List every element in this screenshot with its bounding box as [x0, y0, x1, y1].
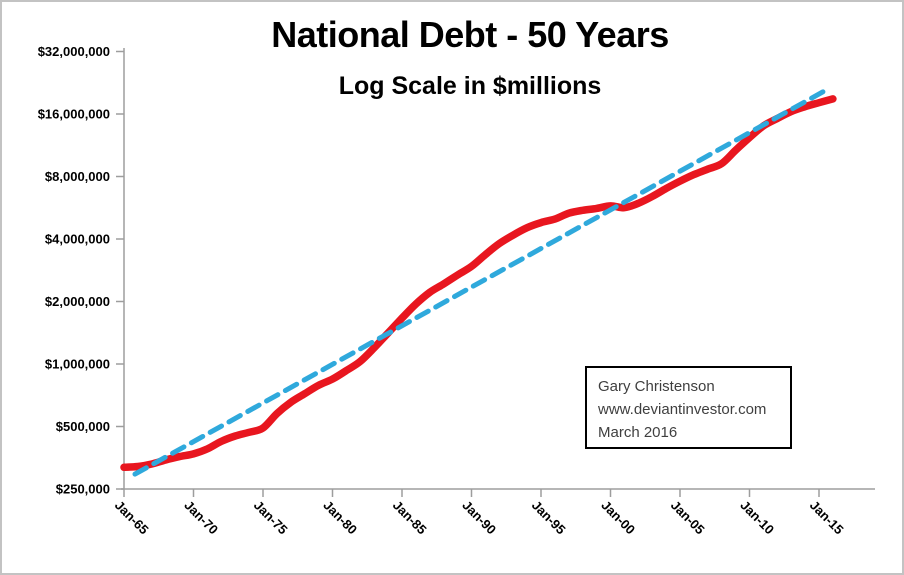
x-axis-tick-label: Jan-75: [251, 498, 291, 538]
x-axis-tick-label: Jan-00: [598, 498, 638, 538]
chart-subtitle: Log Scale in $millions: [338, 72, 602, 100]
x-axis-tick-label: Jan-70: [181, 498, 221, 538]
y-axis-tick-label: $1,000,000: [45, 357, 110, 372]
x-axis-tick-label: Jan-65: [112, 498, 152, 538]
chart-title: National Debt - 50 Years: [271, 14, 669, 55]
y-axis-tick-label: $16,000,000: [38, 107, 110, 122]
x-axis-tick-label: Jan-85: [390, 498, 430, 538]
annotation-website: www.deviantinvestor.com: [598, 401, 767, 418]
exponential-trend-line: [132, 87, 830, 477]
annotation-date: March 2016: [598, 424, 678, 441]
annotation-author: Gary Christenson: [598, 378, 715, 395]
national-debt-line: [120, 95, 837, 472]
x-axis-tick-label: Jan-95: [529, 498, 569, 538]
x-axis-tick-label: Jan-10: [737, 498, 777, 538]
x-axis-tick-label: Jan-15: [807, 498, 847, 538]
y-axis-tick-label: $250,000: [56, 482, 110, 497]
y-axis-tick-label: $2,000,000: [45, 294, 110, 309]
y-axis-tick-label: $500,000: [56, 419, 110, 434]
x-axis-tick-label: Jan-05: [668, 498, 708, 538]
y-axis-tick-label: $8,000,000: [45, 169, 110, 184]
x-axis-tick-label: Jan-80: [320, 498, 360, 538]
x-axis-tick-label: Jan-90: [459, 498, 499, 538]
y-axis-tick-label: $4,000,000: [45, 232, 110, 247]
annotation-box: Gary Christenson www.deviantinvestor.com…: [585, 366, 792, 449]
y-axis-tick-label: $32,000,000: [38, 44, 110, 59]
